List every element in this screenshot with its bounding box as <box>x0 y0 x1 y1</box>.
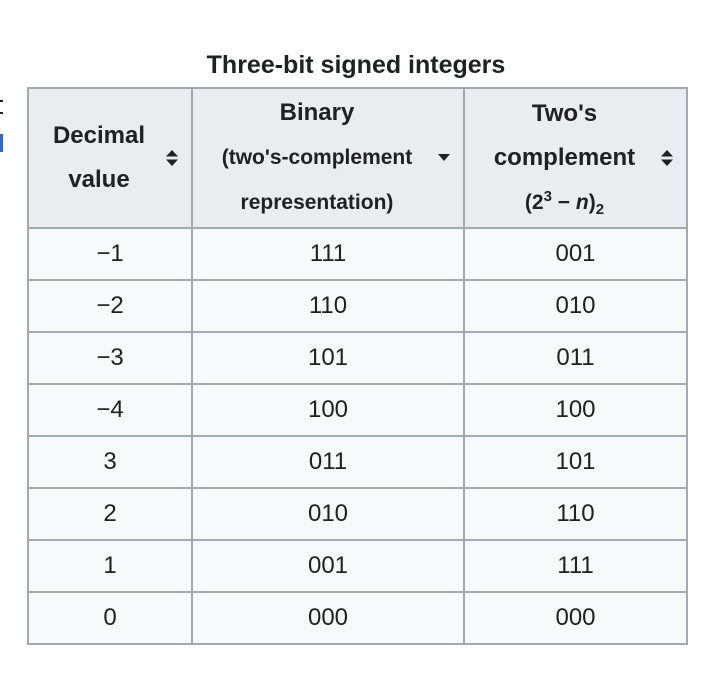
cell-twos: 100 <box>463 383 688 437</box>
table-row: −1 111 001 <box>27 227 688 281</box>
cell-decimal: −1 <box>27 227 193 281</box>
table-caption: Three-bit signed integers <box>206 51 506 79</box>
header-binary-line2: (two's-complement <box>221 146 413 169</box>
header-binary[interactable]: Binary (two's-complement representation) <box>191 87 465 229</box>
cell-decimal: 2 <box>27 487 193 541</box>
cell-twos: 010 <box>463 279 688 333</box>
adjacent-content-fragment <box>0 100 4 152</box>
cell-binary: 101 <box>191 331 465 385</box>
table-row: 3 011 101 <box>27 435 688 489</box>
header-binary-line1: Binary <box>279 99 355 126</box>
header-twos-line1: Two's <box>531 99 598 127</box>
cell-decimal: −2 <box>27 279 193 333</box>
header-decimal-line2: value <box>68 166 130 193</box>
cell-twos: 111 <box>463 539 688 593</box>
header-decimal-value[interactable]: Decimal value <box>27 87 193 229</box>
header-twos-formula: (23 − n)2 <box>524 187 605 218</box>
cell-twos: 000 <box>463 591 688 645</box>
sort-both-icon[interactable] <box>660 149 674 167</box>
table-row: −4 100 100 <box>27 383 688 437</box>
header-twos-complement[interactable]: Two's complement (23 − n)2 <box>463 87 688 229</box>
adjacent-link-fragment[interactable] <box>0 134 3 152</box>
cell-decimal: 3 <box>27 435 193 489</box>
table-row: −2 110 010 <box>27 279 688 333</box>
cell-twos: 001 <box>463 227 688 281</box>
cell-decimal: 0 <box>27 591 193 645</box>
sort-descending-icon[interactable] <box>437 153 451 163</box>
header-row: Decimal value Binary (two's-complement r… <box>27 87 688 229</box>
cell-binary: 000 <box>191 591 465 645</box>
header-twos-line2: complement <box>493 143 636 171</box>
cell-binary: 100 <box>191 383 465 437</box>
three-bit-integers-table: Decimal value Binary (two's-complement r… <box>27 87 688 645</box>
cell-twos: 110 <box>463 487 688 541</box>
cell-binary: 111 <box>191 227 465 281</box>
table-row: −3 101 011 <box>27 331 688 385</box>
cell-binary: 110 <box>191 279 465 333</box>
sort-both-icon[interactable] <box>165 149 179 167</box>
cell-twos: 101 <box>463 435 688 489</box>
adjacent-text-fragment <box>0 100 3 114</box>
cell-decimal: −4 <box>27 383 193 437</box>
cell-binary: 001 <box>191 539 465 593</box>
cell-binary: 010 <box>191 487 465 541</box>
table-row: 2 010 110 <box>27 487 688 541</box>
cell-twos: 011 <box>463 331 688 385</box>
header-binary-line3: representation) <box>240 191 394 214</box>
cell-decimal: −3 <box>27 331 193 385</box>
cell-binary: 011 <box>191 435 465 489</box>
header-decimal-line1: Decimal <box>52 122 146 149</box>
table-row: 1 001 111 <box>27 539 688 593</box>
table-row: 0 000 000 <box>27 591 688 645</box>
cell-decimal: 1 <box>27 539 193 593</box>
